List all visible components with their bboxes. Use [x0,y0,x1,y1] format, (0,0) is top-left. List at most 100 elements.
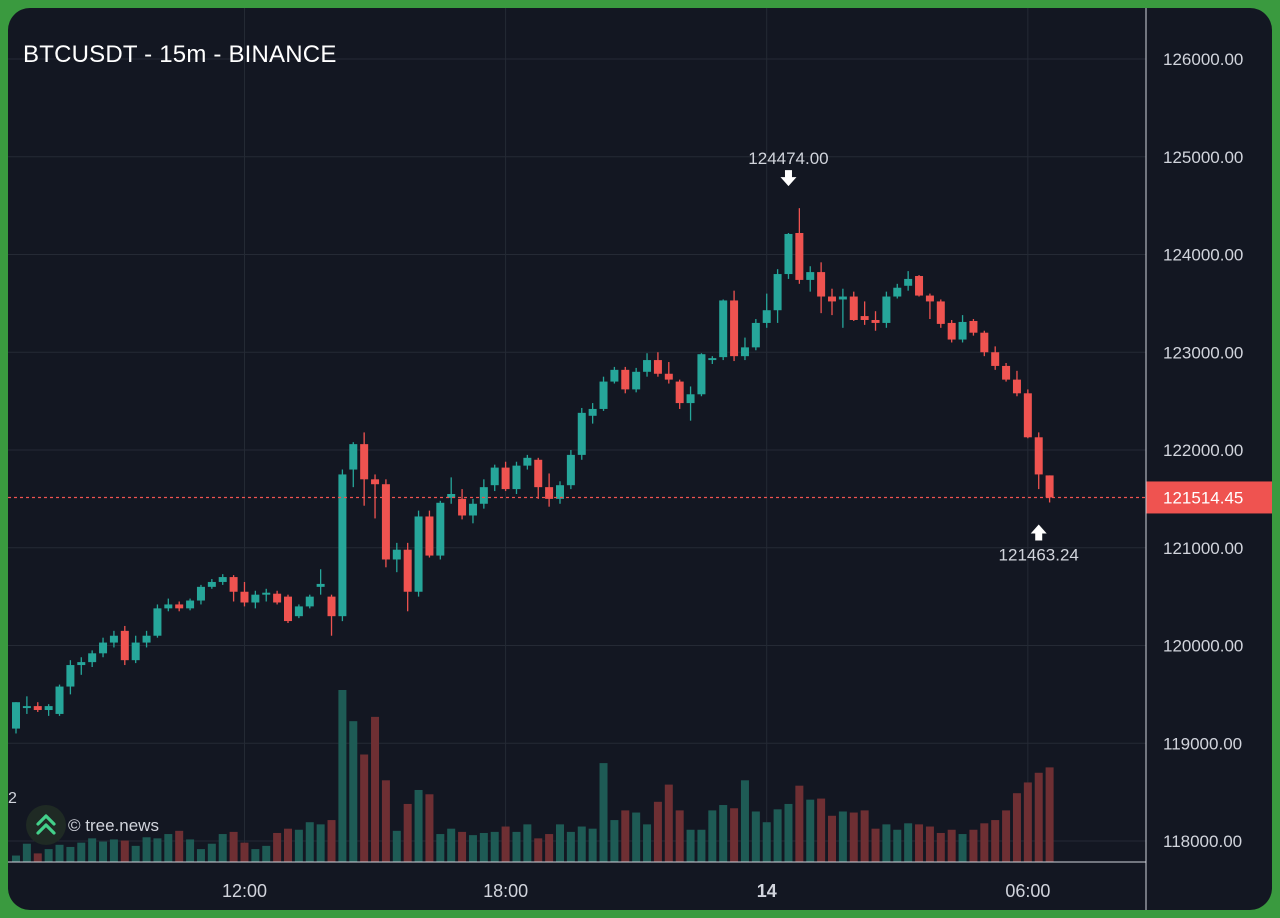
candle [849,291,858,321]
candle [349,442,358,488]
candle-body [871,319,880,323]
volume-bar [33,853,42,862]
candle-body [849,296,858,320]
candle-body [447,493,456,498]
volume-bar [44,849,53,862]
candle-body [207,581,216,587]
volume-bar [664,784,673,862]
candle-body [153,608,162,636]
volume-bar [273,832,282,862]
candle [305,594,314,609]
candle [44,704,53,716]
candle [621,366,630,394]
volume-bar [338,690,347,862]
candle-body [164,604,173,609]
volume-bar [828,815,836,862]
time-axis[interactable]: 12:00 18:00 14 06:00 [8,861,1146,901]
tree-news-logo [26,805,66,845]
candle [675,379,684,409]
candle-body [12,702,20,729]
volume-bar [980,823,989,862]
volume-bar [686,829,695,862]
y-tick-label: 123000.00 [1163,343,1243,362]
candle [1034,432,1043,490]
candle [381,479,390,568]
candle [153,604,162,638]
volume-bar [632,812,641,862]
candle-body [262,592,271,595]
candle [838,288,847,328]
candle-body [468,503,477,516]
candle-body [534,459,543,488]
volume-bar [751,811,760,862]
volume-bar [468,835,477,862]
volume-bar [414,789,423,862]
low-price-label: 121463.24 [999,545,1079,564]
candle [1012,370,1021,397]
candle [577,407,586,460]
volume-bar [708,810,717,862]
candle [653,352,662,377]
candle-body [1012,379,1021,394]
candle [643,353,652,377]
candle [795,208,804,284]
volume-bar [545,834,554,862]
candle [860,301,869,325]
candle-body [501,467,510,490]
candle [77,657,86,675]
volume-bar [142,837,151,862]
volume-bar [436,834,445,862]
candle-body [632,371,641,390]
volume-bar [371,716,380,862]
y-tick-label: 120000.00 [1163,637,1243,656]
candle-body [730,300,739,357]
volume-bar [131,845,140,862]
candle [458,489,467,520]
candle-body [556,485,564,499]
candle [196,584,205,605]
candle [414,510,423,597]
candle-body [490,467,499,486]
volume-bar [621,810,630,862]
candle-body [349,444,358,470]
candle [284,594,292,624]
candle-body [55,686,64,714]
volume-bar [66,846,75,862]
volume-bar [403,803,412,862]
double-chevron-up-icon [36,814,56,835]
candle [229,575,238,602]
candle-body [66,665,75,687]
volume-bar [153,838,162,862]
volume-bar [447,828,456,862]
candle [338,469,347,622]
candle [545,473,554,507]
volume-bar [284,828,292,862]
candle-body [142,635,151,643]
volume-bar [186,839,195,862]
candle-body [566,454,575,486]
volume-bar [991,820,1000,862]
volume-bar [893,829,902,862]
candle [610,366,619,384]
candle-body [610,369,619,382]
candle-body [773,274,782,311]
volume-bar [534,838,543,862]
candle [1023,389,1032,439]
candle-body [1023,393,1032,438]
candle [88,650,97,668]
last-price-line: 121514.45 [8,481,1272,514]
candle-body [99,642,108,654]
candle-body [860,316,869,320]
candle-body [806,272,815,280]
candle [599,376,608,411]
volume-bar [523,824,532,862]
candle [915,275,924,297]
volume-bar [207,843,216,862]
candle [980,330,989,357]
candle [251,590,260,609]
watermark-text: © tree.news [68,816,159,835]
candle-body [980,332,989,353]
candle-body [392,549,401,560]
price-axis[interactable]: 126000.00 125000.00 124000.00 123000.00 1220… [1145,8,1243,910]
